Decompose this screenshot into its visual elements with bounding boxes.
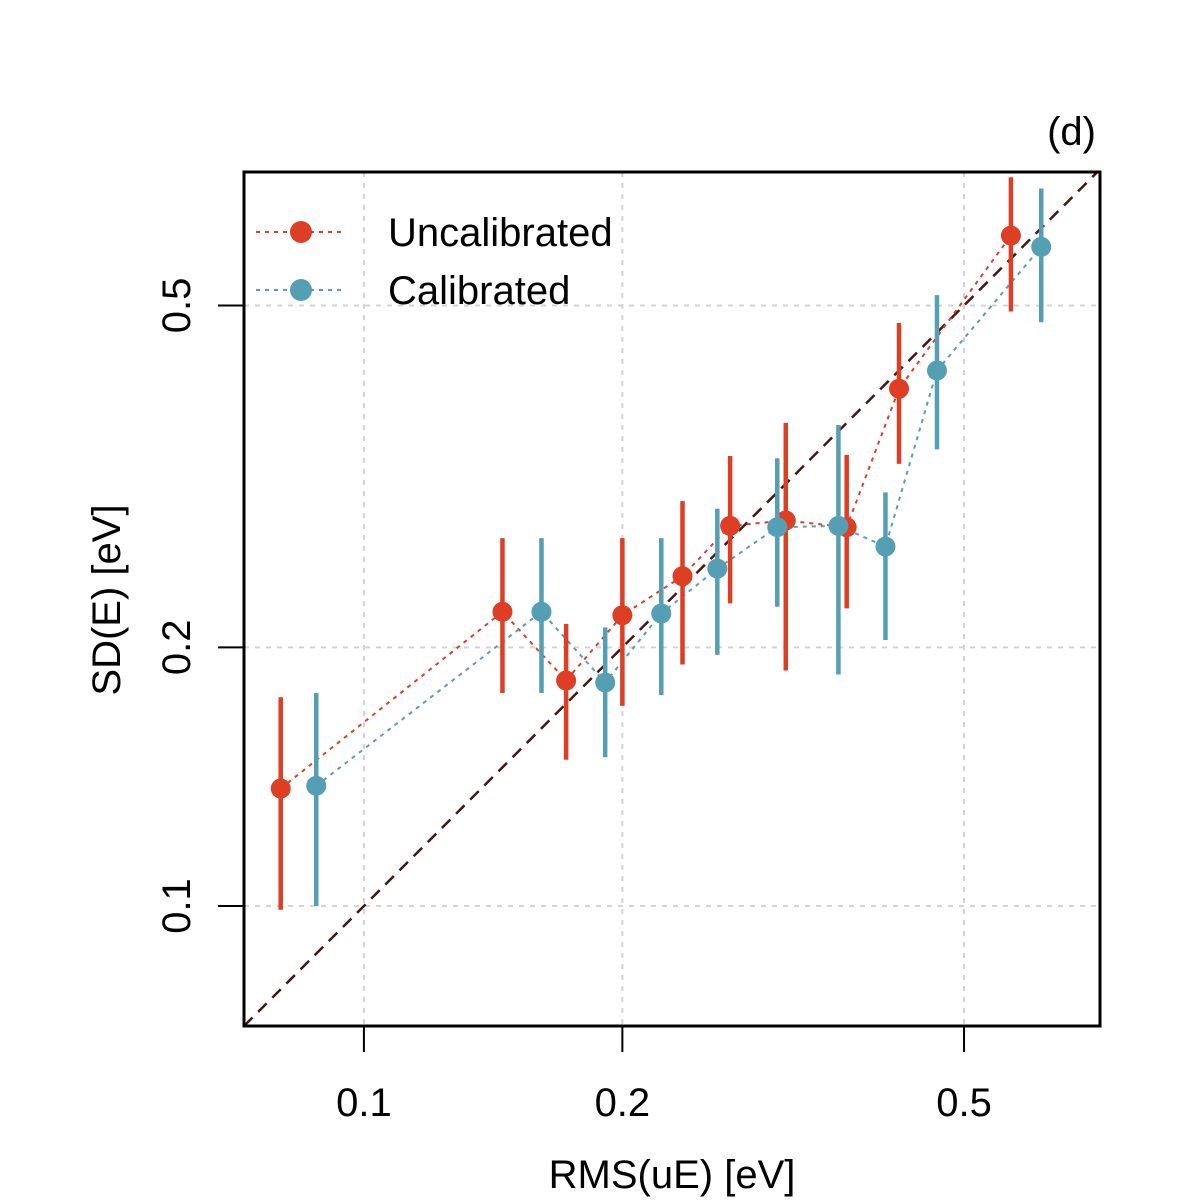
x-axis-title: RMS(uE) [eV] bbox=[549, 1153, 796, 1197]
series-layer bbox=[270, 177, 1052, 910]
series-line-0 bbox=[280, 234, 1012, 790]
panel-label: (d) bbox=[1047, 110, 1096, 154]
data-point bbox=[767, 517, 788, 538]
x-tick-label: 0.1 bbox=[336, 1081, 392, 1125]
data-point bbox=[556, 670, 577, 691]
data-point bbox=[828, 515, 849, 536]
y-axis-title: SD(E) [eV] bbox=[85, 504, 129, 695]
legend-marker bbox=[290, 221, 312, 243]
identity-line bbox=[243, 171, 1099, 1027]
legend-label: Uncalibrated bbox=[388, 211, 613, 255]
data-point bbox=[306, 775, 327, 796]
legend: Uncalibrated Calibrated bbox=[256, 211, 613, 313]
plot-frame bbox=[242, 170, 1102, 1028]
identity-line-layer bbox=[243, 171, 1099, 1027]
data-point bbox=[672, 566, 693, 587]
data-point bbox=[889, 378, 910, 399]
data-point bbox=[270, 778, 291, 799]
data-point bbox=[875, 536, 896, 557]
data-point bbox=[1031, 236, 1052, 257]
legend-label: Calibrated bbox=[388, 269, 570, 313]
data-point bbox=[612, 605, 633, 626]
y-tick-label: 0.5 bbox=[155, 278, 199, 334]
data-point bbox=[926, 360, 947, 381]
data-point bbox=[531, 601, 552, 622]
data-point bbox=[651, 603, 672, 624]
data-point bbox=[720, 515, 741, 536]
data-point bbox=[1000, 225, 1021, 246]
x-tick-label: 0.5 bbox=[936, 1081, 992, 1125]
y-tick-label: 0.1 bbox=[155, 878, 199, 934]
axes: 0.1 0.2 0.5 0.1 0.2 0.5 bbox=[155, 278, 992, 1125]
data-point bbox=[595, 672, 616, 693]
y-tick-label: 0.2 bbox=[155, 620, 199, 676]
data-point bbox=[707, 558, 728, 579]
x-tick-label: 0.2 bbox=[595, 1081, 651, 1125]
series-line-1 bbox=[315, 246, 1042, 787]
data-point bbox=[492, 601, 513, 622]
legend-marker bbox=[290, 279, 312, 301]
